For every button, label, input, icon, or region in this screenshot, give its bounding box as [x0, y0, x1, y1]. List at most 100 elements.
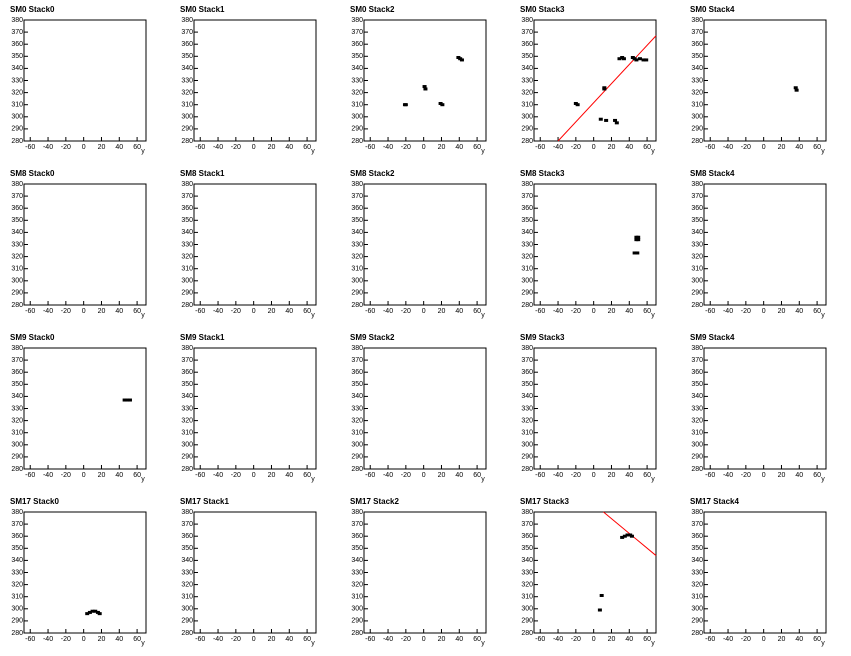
- y-tick-label: 300: [351, 278, 363, 285]
- y-tick-label: 310: [521, 266, 533, 273]
- x-tick-label: 60: [813, 472, 821, 479]
- x-tick-label: -40: [723, 144, 733, 151]
- y-tick-label: 360: [11, 369, 23, 376]
- y-tick-label: 370: [521, 193, 533, 200]
- x-tick-label: -40: [383, 636, 393, 643]
- x-tick-label: -20: [401, 472, 411, 479]
- x-tick-label: -40: [383, 308, 393, 315]
- y-tick-label: 360: [691, 369, 703, 376]
- y-tick-label: 330: [181, 77, 193, 84]
- y-tick-label: 330: [521, 405, 533, 412]
- y-tick-label: 310: [181, 102, 193, 109]
- y-tick-label: 340: [351, 65, 363, 72]
- x-tick-label: 40: [115, 636, 123, 643]
- y-tick-label: 340: [181, 229, 193, 236]
- y-tick-label: 340: [181, 393, 193, 400]
- y-tick-label: 380: [11, 17, 23, 24]
- x-axis-label: y: [141, 476, 145, 483]
- y-tick-label: 280: [181, 138, 193, 145]
- x-tick-label: -40: [43, 144, 53, 151]
- y-tick-label: 370: [351, 29, 363, 36]
- y-tick-label: 330: [521, 241, 533, 248]
- y-tick-label: 370: [11, 29, 23, 36]
- x-tick-label: 40: [625, 636, 633, 643]
- y-tick-label: 360: [181, 369, 193, 376]
- y-tick-label: 300: [181, 114, 193, 121]
- x-tick-label: 60: [133, 144, 141, 151]
- point: [422, 85, 427, 89]
- x-tick-label: 40: [455, 636, 463, 643]
- y-tick-label: 310: [691, 266, 703, 273]
- y-tick-label: 280: [181, 466, 193, 473]
- y-tick-label: 280: [11, 466, 23, 473]
- x-tick-label: -60: [365, 472, 375, 479]
- y-tick-label: 330: [351, 77, 363, 84]
- y-tick-label: 370: [691, 29, 703, 36]
- y-tick-label: 320: [351, 417, 363, 424]
- y-tick-label: 370: [181, 521, 193, 528]
- y-tick-label: 360: [351, 369, 363, 376]
- y-tick-label: 340: [11, 557, 23, 564]
- y-tick-label: 320: [11, 581, 23, 588]
- x-tick-label: 60: [473, 636, 481, 643]
- x-tick-label: -20: [741, 472, 751, 479]
- x-tick-label: 60: [813, 144, 821, 151]
- y-tick-label: 280: [691, 138, 703, 145]
- x-tick-label: 20: [778, 472, 786, 479]
- x-tick-label: 60: [303, 144, 311, 151]
- x-tick-label: -20: [231, 308, 241, 315]
- x-tick-label: -60: [365, 636, 375, 643]
- x-tick-label: 0: [592, 472, 596, 479]
- x-tick-label: 60: [303, 636, 311, 643]
- y-tick-label: 380: [181, 17, 193, 24]
- y-tick-label: 340: [691, 557, 703, 564]
- x-axis-label: y: [651, 312, 655, 319]
- y-tick-label: 340: [181, 65, 193, 72]
- y-tick-label: 340: [351, 229, 363, 236]
- y-tick-label: 350: [181, 217, 193, 224]
- y-tick-label: 310: [11, 266, 23, 273]
- y-tick-label: 300: [521, 442, 533, 449]
- x-tick-label: -20: [401, 636, 411, 643]
- y-tick-label: 290: [691, 290, 703, 297]
- y-tick-label: 320: [11, 253, 23, 260]
- fit-line: [557, 35, 657, 142]
- x-tick-label: 0: [422, 472, 426, 479]
- y-tick-label: 310: [351, 594, 363, 601]
- x-tick-label: 40: [625, 308, 633, 315]
- point: [127, 398, 132, 402]
- x-tick-label: -40: [553, 308, 563, 315]
- x-tick-label: -40: [723, 636, 733, 643]
- y-tick-label: 310: [691, 102, 703, 109]
- y-tick-label: 360: [521, 41, 533, 48]
- point: [793, 86, 798, 90]
- y-tick-label: 340: [11, 393, 23, 400]
- x-tick-label: 20: [778, 308, 786, 315]
- x-tick-label: -20: [61, 472, 71, 479]
- y-tick-label: 300: [351, 114, 363, 121]
- point: [85, 612, 90, 616]
- y-tick-label: 310: [181, 266, 193, 273]
- y-tick-label: 370: [691, 193, 703, 200]
- y-tick-label: 350: [11, 53, 23, 60]
- y-tick-label: 370: [351, 357, 363, 364]
- plot-frame: [193, 19, 317, 142]
- y-tick-label: 320: [11, 89, 23, 96]
- x-tick-label: 60: [303, 308, 311, 315]
- y-tick-label: 330: [181, 569, 193, 576]
- y-tick-label: 300: [691, 278, 703, 285]
- y-tick-label: 380: [351, 181, 363, 188]
- y-tick-label: 290: [691, 126, 703, 133]
- x-tick-label: 0: [252, 144, 256, 151]
- x-tick-label: -60: [535, 472, 545, 479]
- x-tick-label: -40: [43, 308, 53, 315]
- y-tick-label: 290: [181, 290, 193, 297]
- x-tick-label: -20: [231, 472, 241, 479]
- y-tick-label: 320: [521, 417, 533, 424]
- y-tick-label: 290: [181, 618, 193, 625]
- y-tick-label: 350: [11, 217, 23, 224]
- y-tick-label: 360: [351, 533, 363, 540]
- y-tick-label: 340: [521, 229, 533, 236]
- y-tick-label: 280: [691, 466, 703, 473]
- x-tick-label: 20: [268, 144, 276, 151]
